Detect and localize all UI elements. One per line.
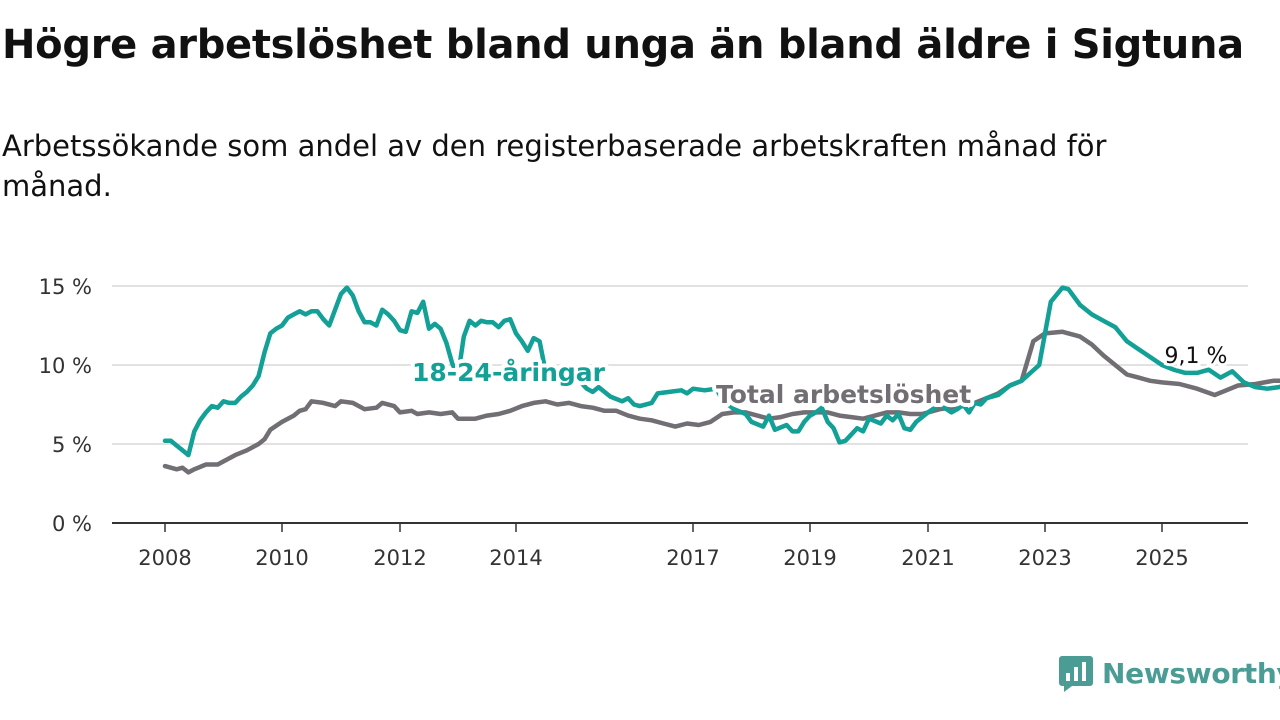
y-tick-label: 5 % bbox=[52, 433, 92, 457]
x-tick-label: 2023 bbox=[1018, 546, 1071, 570]
series-lines bbox=[162, 285, 1280, 475]
x-axis: 2008 2010 2012 2014 2017 2019 2021 2023 2025 bbox=[112, 522, 1248, 570]
series-label-total: Total arbetslöshet bbox=[716, 380, 971, 409]
x-tick-label: 2012 bbox=[373, 546, 426, 570]
x-tick-label: 2025 bbox=[1135, 546, 1188, 570]
newsworthy-logo-icon bbox=[1059, 656, 1093, 692]
x-tick-label: 2008 bbox=[138, 546, 191, 570]
x-tick-label: 2019 bbox=[783, 546, 836, 570]
y-gridlines bbox=[112, 285, 1248, 445]
brand-logo: Newsworthy bbox=[1058, 654, 1280, 692]
y-tick-labels: 0 % 5 % 10 % 15 % bbox=[39, 275, 92, 536]
series-line-total bbox=[162, 329, 1280, 475]
series-line-youth bbox=[162, 285, 1280, 458]
annotations: 18-24-åringar Total arbetslöshet 9,1 % bbox=[408, 341, 1230, 413]
last-value-label: 9,1 % bbox=[1165, 344, 1228, 369]
series-label-youth: 18-24-åringar bbox=[412, 358, 606, 387]
brand-name: Newsworthy bbox=[1102, 656, 1280, 690]
x-tick-label: 2014 bbox=[489, 546, 542, 570]
chart-title: Högre arbetslöshet bland unga än bland ä… bbox=[2, 22, 1244, 68]
y-tick-label: 15 % bbox=[39, 275, 92, 299]
y-tick-label: 0 % bbox=[52, 512, 92, 536]
x-tick-label: 2021 bbox=[901, 546, 954, 570]
y-tick-label: 10 % bbox=[39, 354, 92, 378]
chart-subtitle: Arbetssökande som andel av den registerb… bbox=[2, 129, 1107, 203]
x-tick-label: 2010 bbox=[255, 546, 308, 570]
x-tick-label: 2017 bbox=[666, 546, 719, 570]
